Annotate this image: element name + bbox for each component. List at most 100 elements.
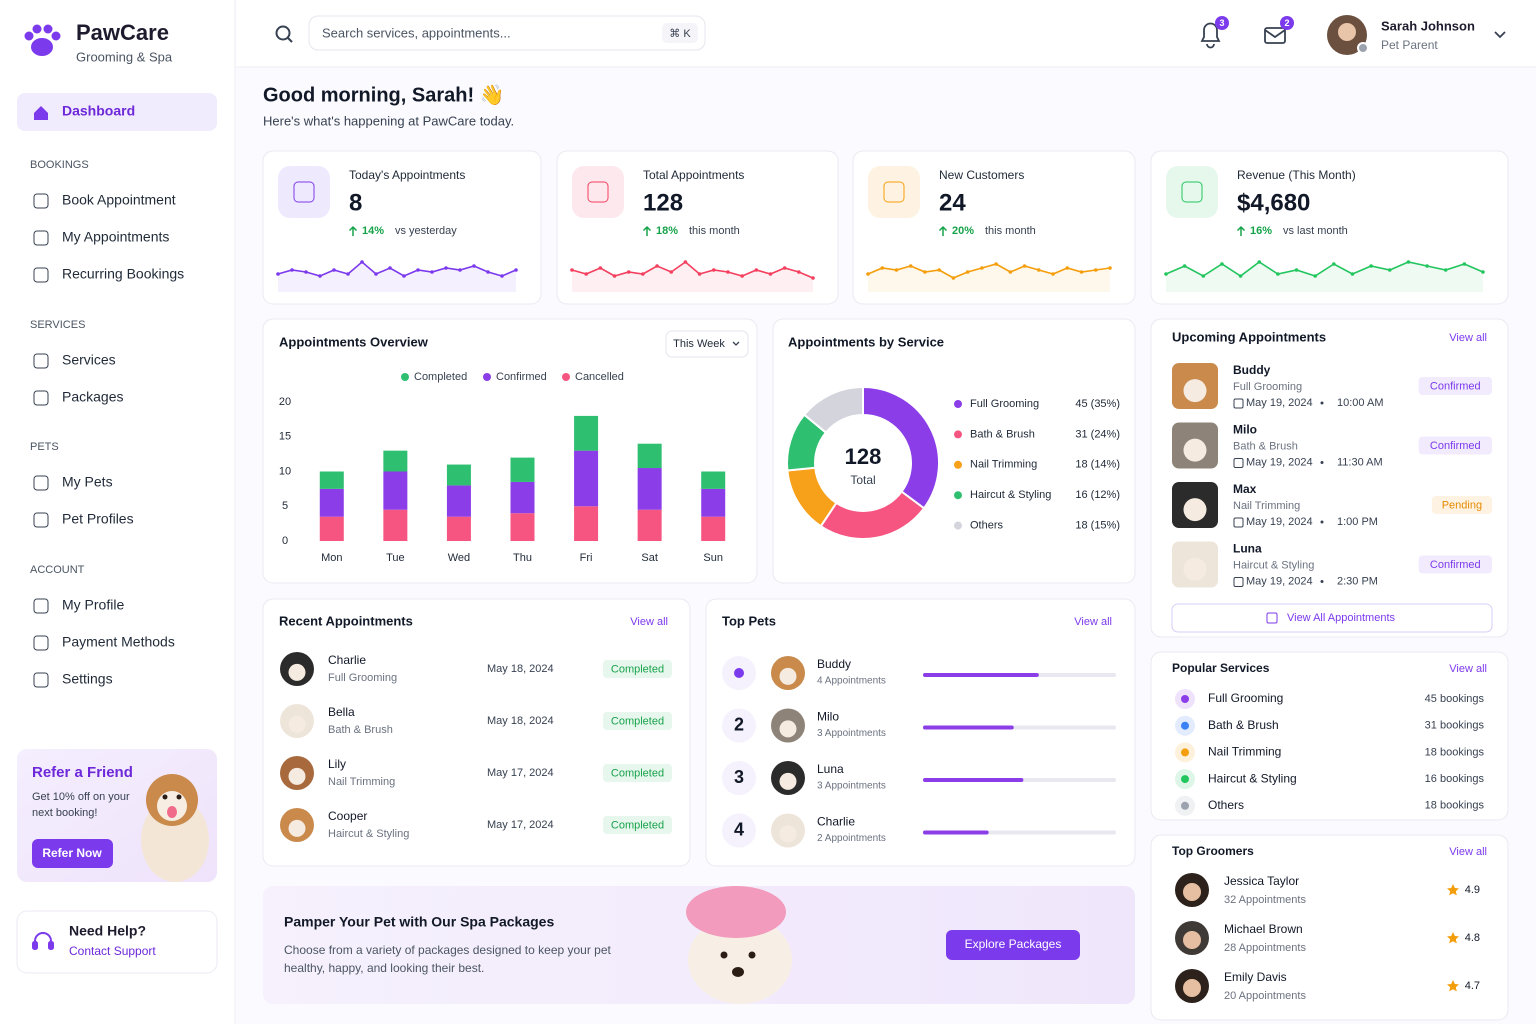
bell-icon[interactable] xyxy=(1200,22,1221,49)
legend-label: Completed xyxy=(414,371,467,383)
sparkline-point xyxy=(923,270,927,274)
brand-name: PawCare xyxy=(76,20,169,45)
pet-face xyxy=(779,825,797,843)
bar-segment xyxy=(510,513,535,541)
booking-count: 16 bookings xyxy=(1425,773,1485,785)
service-name: Full Grooming xyxy=(1208,691,1283,705)
nav-item-active[interactable]: Dashboard xyxy=(62,103,135,119)
view-all[interactable]: View all xyxy=(630,616,668,628)
help-card[interactable] xyxy=(16,910,218,974)
nav-active-bg[interactable] xyxy=(17,93,217,131)
sparkline-point xyxy=(697,272,702,276)
sparkline-point xyxy=(768,272,773,276)
sparkline-point xyxy=(782,266,787,270)
value-label: 31 (24%) xyxy=(1075,428,1120,440)
x-tick-label: Wed xyxy=(448,552,470,564)
service-name: Bath & Brush xyxy=(1208,718,1279,732)
nav-item[interactable]: Payment Methods xyxy=(62,634,175,650)
nav-item[interactable]: My Profile xyxy=(62,597,124,613)
pet-face xyxy=(1183,379,1207,403)
sparkline xyxy=(1165,261,1484,277)
sparkline-point xyxy=(1276,272,1280,276)
x-tick-label: Tue xyxy=(386,552,405,564)
nav-item[interactable]: My Pets xyxy=(62,474,113,490)
bar-segment xyxy=(446,516,471,541)
mail-icon[interactable] xyxy=(1264,27,1286,44)
pet-name: Milo xyxy=(1233,423,1257,437)
top-pets-title: Top Pets xyxy=(722,613,776,628)
bar-segment xyxy=(637,509,662,541)
pet-name: Cooper xyxy=(328,809,367,823)
booking-count: 18 bookings xyxy=(1425,746,1485,758)
bar-segment xyxy=(510,481,535,514)
sparkline-point xyxy=(360,260,364,264)
legend-dot xyxy=(954,460,962,469)
progress-bar xyxy=(923,778,1024,782)
appointment-time: 10:00 AM xyxy=(1337,397,1383,409)
refer-button[interactable] xyxy=(32,839,113,868)
promo-button[interactable] xyxy=(946,930,1080,960)
logo-icon xyxy=(24,24,61,56)
nav-section-title: SERVICES xyxy=(30,319,85,331)
overview-filter[interactable] xyxy=(665,330,749,358)
promo-button-label[interactable]: Explore Packages xyxy=(965,937,1062,951)
overview-filter-label[interactable]: This Week xyxy=(673,338,725,350)
sparkline-point xyxy=(711,268,716,272)
sparkline-point xyxy=(290,268,294,272)
stat-value: 8 xyxy=(349,189,362,216)
appointment-date: May 19, 2024 xyxy=(1246,516,1313,528)
bell-badge xyxy=(1215,16,1229,30)
donut-center-label: Total xyxy=(850,473,875,487)
button-label[interactable]: View All Appointments xyxy=(1287,612,1396,624)
view-all[interactable]: View all xyxy=(1449,846,1487,858)
refer-button-label[interactable]: Refer Now xyxy=(42,846,102,860)
bar-segment xyxy=(383,471,408,510)
nav-item[interactable]: Packages xyxy=(62,389,123,405)
appointment-date: May 19, 2024 xyxy=(1246,397,1313,409)
view-all[interactable]: View all xyxy=(1074,616,1112,628)
status-badge xyxy=(1431,496,1492,514)
stat-icon xyxy=(1181,181,1203,203)
sparkline-point xyxy=(612,274,617,278)
legend-label: Cancelled xyxy=(575,371,624,383)
popular-card xyxy=(1150,651,1509,821)
bar-segment xyxy=(574,415,599,451)
y-tick-label: 5 xyxy=(282,500,288,512)
stat-note: this month xyxy=(985,225,1036,237)
sparkline-point xyxy=(458,268,462,272)
view-all-appointments-button[interactable] xyxy=(1171,603,1493,633)
trend-arrow xyxy=(348,225,358,236)
nav-item[interactable]: Recurring Bookings xyxy=(62,266,184,282)
nav-item[interactable]: My Appointments xyxy=(62,229,169,245)
nav-item[interactable]: Settings xyxy=(62,671,113,687)
nav-item[interactable]: Pet Profiles xyxy=(62,511,134,527)
sparkline-point xyxy=(994,262,998,266)
sparkline-point xyxy=(500,274,504,278)
pet-face xyxy=(288,715,306,733)
bar-segment xyxy=(701,516,726,541)
nav-item[interactable]: Book Appointment xyxy=(62,192,176,208)
refer-text: Get 10% off on your xyxy=(32,791,130,803)
appointment-date: May 19, 2024 xyxy=(1246,456,1313,468)
sparkline-point xyxy=(1387,268,1392,272)
booking-count: 18 bookings xyxy=(1425,800,1485,812)
progress-bar xyxy=(923,673,1039,677)
stat-icon xyxy=(293,181,315,203)
overview-card xyxy=(262,318,758,584)
legend-dot xyxy=(954,491,962,500)
nav-item[interactable]: Services xyxy=(62,352,116,368)
sparkline-point xyxy=(318,274,322,278)
value-label: 18 (14%) xyxy=(1075,459,1120,471)
view-all[interactable]: View all xyxy=(1449,332,1487,344)
appointment-time: 1:00 PM xyxy=(1337,516,1378,528)
user-menu-chevron[interactable] xyxy=(1494,31,1506,39)
calendar-icon xyxy=(1266,612,1278,624)
help-link[interactable]: Contact Support xyxy=(69,944,156,958)
status-badge xyxy=(603,712,672,730)
greeting-subtitle: Here's what's happening at PawCare today… xyxy=(263,113,514,128)
search-box[interactable] xyxy=(308,15,706,51)
sparkline-point xyxy=(346,272,350,276)
view-all[interactable]: View all xyxy=(1449,663,1487,675)
value-label: 16 (12%) xyxy=(1075,489,1120,501)
